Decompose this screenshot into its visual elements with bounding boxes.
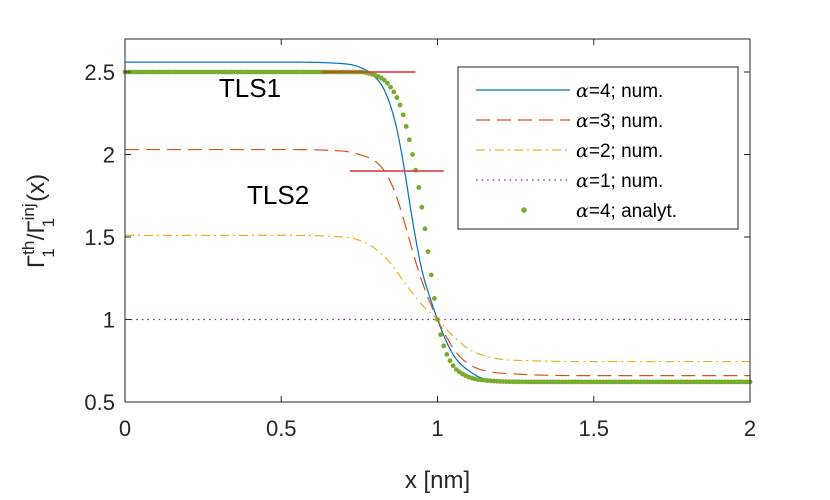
x-tick-label: 0.5	[266, 416, 297, 441]
data-point	[435, 317, 440, 322]
data-point	[397, 102, 403, 108]
curves	[122, 61, 753, 385]
legend: α=4; num.α=3; num.α=2; num.α=1; num.α=4;…	[457, 66, 739, 230]
data-point	[394, 95, 400, 100]
data-point	[447, 358, 453, 364]
legend-label: α=4; num.	[576, 80, 663, 102]
data-point	[385, 80, 390, 86]
legend-swatch	[521, 207, 527, 213]
legend-label: α=4; analyt.	[576, 200, 677, 222]
data-point	[381, 77, 387, 83]
y-tick-label: 2	[103, 143, 115, 168]
y-axis-title-sup2: inj	[19, 203, 38, 220]
data-point	[391, 89, 397, 95]
legend-label-alpha: α	[576, 110, 589, 132]
legend-label: α=3; num.	[576, 110, 663, 132]
data-point	[431, 296, 437, 301]
legend-box	[457, 66, 739, 230]
x-tick-label: 1.5	[578, 416, 609, 441]
annotation-label-2: TLS2	[247, 180, 309, 210]
data-point	[422, 226, 428, 232]
legend-label-text: =4; num.	[589, 81, 663, 102]
annotations: TLS1 TLS2	[219, 71, 444, 210]
data-point	[388, 84, 394, 90]
legend-label-text: =4; analyt.	[589, 201, 677, 222]
data-point	[428, 272, 434, 278]
legend-label-alpha: α	[576, 170, 589, 192]
x-axis-title: x [nm]	[405, 467, 470, 494]
y-axis-title-tail: (x)	[23, 174, 50, 202]
data-point	[410, 152, 415, 157]
legend-label-text: =3; num.	[589, 111, 663, 132]
x-tick-label: 1	[431, 416, 443, 441]
y-axis-title-sep: /Γ	[23, 220, 50, 240]
data-point	[416, 185, 422, 190]
legend-label-alpha: α	[576, 200, 589, 222]
y-tick-label: 1.5	[84, 225, 115, 250]
ticks: 0 0.5 1 1.5 20.511.522.5	[84, 39, 756, 441]
series-analyt-markers	[122, 69, 753, 385]
x-tick-label: 0	[119, 416, 131, 441]
y-tick-label: 2.5	[84, 60, 115, 85]
y-axis-title-sup1: th	[19, 241, 38, 255]
data-point	[403, 124, 409, 129]
data-point	[425, 249, 431, 255]
legend-label-text: =1; num.	[589, 171, 663, 192]
data-point	[444, 351, 450, 357]
legend-label-alpha: α	[576, 140, 589, 162]
data-point	[400, 112, 406, 118]
y-axis-title-sub1: 1	[39, 248, 58, 257]
legend-label-alpha: α	[576, 80, 589, 102]
y-axis-title-sub2: 1	[39, 218, 58, 227]
y-axis-title-base: Γ	[23, 255, 50, 268]
y-axis-title: Γth1/Γinj1(x)	[19, 174, 58, 268]
data-point	[441, 343, 447, 349]
y-tick-label: 0.5	[84, 390, 115, 415]
data-point	[450, 363, 456, 369]
legend-label-text: =2; num.	[589, 141, 663, 162]
data-point	[413, 167, 419, 173]
data-point	[438, 332, 444, 338]
legend-label: α=1; num.	[576, 170, 663, 192]
x-tick-label: 2	[744, 416, 756, 441]
data-point	[419, 204, 425, 210]
annotation-label-1: TLS1	[219, 73, 281, 103]
y-tick-label: 1	[103, 308, 115, 333]
legend-label: α=2; num.	[576, 140, 663, 162]
data-point	[406, 137, 412, 143]
